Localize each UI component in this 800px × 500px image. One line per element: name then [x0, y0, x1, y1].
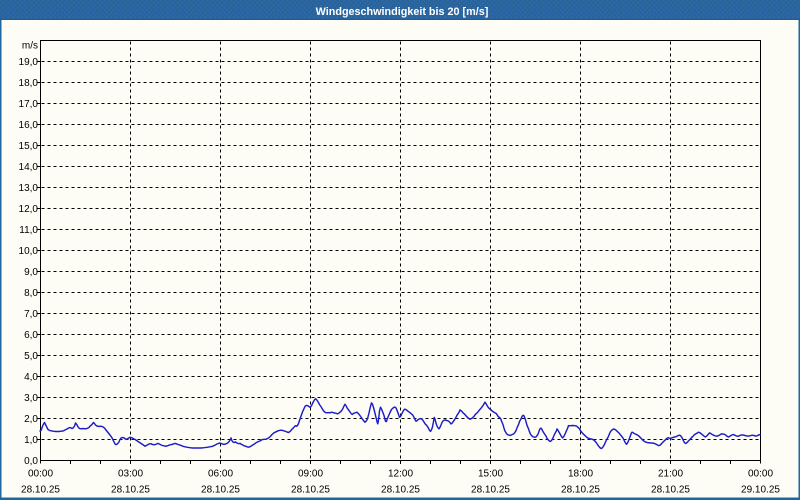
svg-text:28.10.25: 28.10.25	[201, 485, 240, 496]
svg-text:0,0: 0,0	[24, 456, 38, 467]
svg-text:28.10.25: 28.10.25	[471, 485, 510, 496]
svg-text:28.10.25: 28.10.25	[561, 485, 600, 496]
svg-text:28.10.25: 28.10.25	[21, 485, 60, 496]
svg-text:7,0: 7,0	[24, 309, 38, 320]
svg-text:3,0: 3,0	[24, 393, 38, 404]
svg-text:2,0: 2,0	[24, 414, 38, 425]
svg-text:18:00: 18:00	[568, 469, 593, 480]
svg-text:19,0: 19,0	[19, 57, 39, 68]
svg-text:29.10.25: 29.10.25	[741, 485, 780, 496]
svg-text:21:00: 21:00	[658, 469, 683, 480]
svg-text:28.10.25: 28.10.25	[291, 485, 330, 496]
svg-text:5,0: 5,0	[24, 351, 38, 362]
svg-text:1,0: 1,0	[24, 435, 38, 446]
svg-text:9,0: 9,0	[24, 267, 38, 278]
svg-text:12:00: 12:00	[388, 469, 413, 480]
svg-text:11,0: 11,0	[19, 225, 38, 236]
svg-text:00:00: 00:00	[748, 469, 773, 480]
svg-text:12,0: 12,0	[19, 204, 39, 215]
svg-text:18,0: 18,0	[19, 78, 39, 89]
svg-text:17,0: 17,0	[19, 99, 39, 110]
svg-text:00:00: 00:00	[28, 469, 53, 480]
svg-text:03:00: 03:00	[118, 469, 143, 480]
svg-text:4,0: 4,0	[24, 372, 38, 383]
svg-text:28.10.25: 28.10.25	[111, 485, 150, 496]
svg-text:28.10.25: 28.10.25	[651, 485, 690, 496]
svg-text:Windgeschwindigkeit bis 20 [m/: Windgeschwindigkeit bis 20 [m/s]	[316, 6, 489, 18]
svg-text:10,0: 10,0	[19, 246, 39, 257]
svg-text:28.10.25: 28.10.25	[381, 485, 420, 496]
svg-text:09:00: 09:00	[298, 469, 323, 480]
svg-text:13,0: 13,0	[19, 183, 39, 194]
svg-text:m/s: m/s	[22, 41, 38, 52]
svg-text:8,0: 8,0	[24, 288, 38, 299]
svg-text:06:00: 06:00	[208, 469, 233, 480]
svg-text:16,0: 16,0	[19, 120, 39, 131]
svg-text:14,0: 14,0	[19, 162, 39, 173]
svg-text:15:00: 15:00	[478, 469, 503, 480]
svg-text:15,0: 15,0	[19, 141, 39, 152]
svg-text:6,0: 6,0	[24, 330, 38, 341]
